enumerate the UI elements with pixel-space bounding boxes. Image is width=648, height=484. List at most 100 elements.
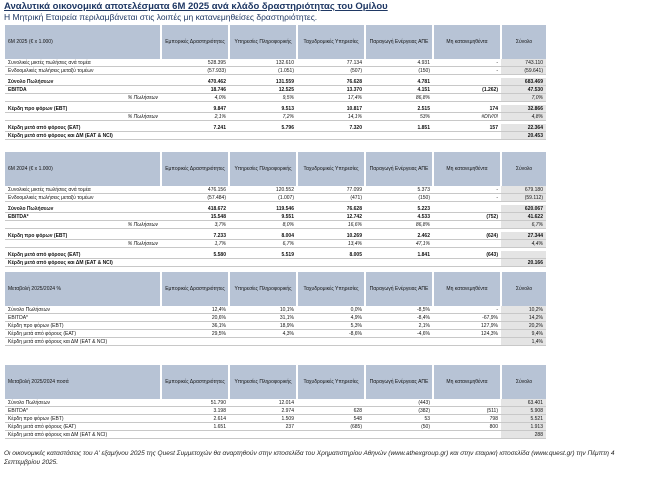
- cell: 10,2%: [501, 306, 546, 314]
- cell: 528.395: [161, 59, 229, 67]
- cell: 679.180: [501, 186, 546, 194]
- cell: 4.533: [365, 212, 433, 221]
- table-caption: Μεταβολή 2025/2024 ποσά: [5, 365, 161, 399]
- cell: 53: [365, 414, 433, 423]
- cell: 5.519: [229, 251, 297, 259]
- row-label: Συνολικές μικτές πωλήσεις ανά τομέα: [5, 59, 161, 67]
- row-label: Κέρδη προ φόρων (EBT): [5, 105, 161, 113]
- cell: 1.851: [365, 124, 433, 132]
- cell: 5.796: [229, 124, 297, 132]
- cell: 31,1%: [229, 313, 297, 322]
- table-row: % Πωλήσεων 3,7% 8,0% 16,6% 86,8% 6,7%: [5, 220, 546, 229]
- header-row: Μεταβολή 2025/2024 ποσά Εμπορικές Δραστηρ…: [5, 365, 546, 399]
- cell: (150): [365, 193, 433, 202]
- cell: (685): [297, 422, 365, 431]
- cell: [365, 131, 433, 140]
- column-header: Ταχυδρομικές Υπηρεσίες: [296, 365, 365, 399]
- cell: [433, 258, 501, 267]
- row-label: % Πωλήσεων: [5, 93, 161, 102]
- header-row: Μεταβολή 2025/2024 % Εμπορικές Δραστηριότ…: [5, 272, 546, 306]
- row-label: Κέρδη μετά από φόρους και ΔΜ (EAT & NCI): [5, 258, 161, 267]
- cell: 628: [297, 406, 365, 415]
- cell: 12.742: [297, 212, 365, 221]
- cell: 53%: [365, 112, 433, 121]
- table-row: Κέρδη προ φόρων (EBT) 7.233 8.004 10.269 2.4…: [5, 232, 546, 240]
- cell: 18,9%: [229, 321, 297, 330]
- cell: 1.913: [501, 422, 546, 431]
- row-label: Κέρδη προ φόρων (EBT): [5, 414, 161, 423]
- cell: [297, 430, 365, 439]
- cell: 4.931: [365, 59, 433, 67]
- cell: (59.641): [501, 66, 546, 75]
- cell: 13,4%: [297, 239, 365, 248]
- cell: [433, 239, 501, 248]
- cell: 10.817: [297, 105, 365, 113]
- cell: 9.847: [161, 105, 229, 113]
- cell: 4,8%: [501, 112, 546, 121]
- row-label: Κέρδη μετά από φόρους (EAT): [5, 251, 161, 259]
- row-label: % Πωλήσεων: [5, 239, 161, 248]
- column-header: Ταχυδρομικές Υπηρεσίες: [296, 25, 365, 59]
- cell: 131.559: [229, 78, 297, 86]
- table-row: EBITDA* 3.198 2.974 628 (382) (511) 5.908: [5, 406, 546, 415]
- column-header: Παραγωγή Ενέργειας ΑΠΕ: [364, 25, 433, 59]
- cell: 7.320: [297, 124, 365, 132]
- cell: 1,7%: [161, 239, 229, 248]
- row-label: Κέρδη προ φόρων (EBT): [5, 232, 161, 240]
- column-header: Εμπορικές Δραστηριότητες: [160, 272, 229, 306]
- cell: 119.546: [229, 205, 297, 213]
- column-header: Υπηρεσίες Πληροφορικής: [228, 365, 297, 399]
- cell: 86,8%: [365, 220, 433, 229]
- cell: 9.551: [229, 212, 297, 221]
- row-label: Κέρδη μετά από φόρους (EAT): [5, 422, 161, 431]
- cell: 8.004: [229, 232, 297, 240]
- cell: 743.110: [501, 59, 546, 67]
- table-row: % Πωλήσεων 4,0% 9,5% 17,4% 86,8% 7,0%: [5, 93, 546, 102]
- data-table: 6Μ 2024 (€ x 1.000) Εμπορικές Δραστηριότη…: [5, 152, 546, 267]
- column-header: Εμπορικές Δραστηριότητες: [160, 365, 229, 399]
- cell: 470.462: [161, 78, 229, 86]
- cell: [229, 430, 297, 439]
- data-table: 6Μ 2025 (€ x 1.000) Εμπορικές Δραστηριότη…: [5, 25, 546, 140]
- cell: 6,7%: [501, 220, 546, 229]
- cell: [297, 337, 365, 346]
- cell: 2.515: [365, 105, 433, 113]
- cell: 237: [229, 422, 297, 431]
- cell: [433, 430, 501, 439]
- cell: 1.841: [365, 251, 433, 259]
- header-row: 6Μ 2025 (€ x 1.000) Εμπορικές Δραστηριότη…: [5, 25, 546, 59]
- cell: 620.067: [501, 205, 546, 213]
- cell: [229, 131, 297, 140]
- table-row: Κέρδη προ φόρων (EBT) 36,1% 18,9% 5,3% 2,1% 1…: [5, 321, 546, 330]
- table-row: Κέρδη προ φόρων (EBT) 9.847 9.513 10.817 2.5…: [5, 105, 546, 113]
- cell: 1.651: [161, 422, 229, 431]
- cell: 20,6%: [161, 313, 229, 322]
- cell: (1.051): [229, 66, 297, 75]
- cell: 0,0%: [297, 306, 365, 314]
- cell: -4,6%: [365, 329, 433, 338]
- cell: (150): [365, 66, 433, 75]
- cell: 2.974: [229, 406, 297, 415]
- cell: 800: [433, 422, 501, 431]
- column-header: Μη κατανεμηθέντα: [432, 25, 501, 59]
- table-row: EBITDA* 15.548 9.551 12.742 4.533 (752) 41.622: [5, 212, 546, 221]
- cell: 36,1%: [161, 321, 229, 330]
- cell: [433, 93, 501, 102]
- cell: (382): [365, 406, 433, 415]
- cell: 127,9%: [433, 321, 501, 330]
- row-label: Ενδοομιλικές πωλήσεις μεταξύ τομέων: [5, 193, 161, 202]
- table-row: Κέρδη μετά από φόρους και ΔΜ (EAT & NCI)…: [5, 430, 546, 439]
- cell: 3.198: [161, 406, 229, 415]
- cell: [161, 131, 229, 140]
- cell: [433, 337, 501, 346]
- cell: [433, 205, 501, 213]
- cell: 10,1%: [229, 306, 297, 314]
- column-header: Ταχυδρομικές Υπηρεσίες: [296, 272, 365, 306]
- row-label: Κέρδη μετά από φόρους και ΔΜ (EAT & NCI): [5, 337, 161, 346]
- row-label: EBITDA*: [5, 212, 161, 221]
- cell: -67,9%: [433, 313, 501, 322]
- cell: 76.628: [297, 78, 365, 86]
- row-label: Ενδοομιλικές πωλήσεις μεταξύ τομέων: [5, 66, 161, 75]
- cell: (443): [365, 399, 433, 407]
- cell: (1.007): [229, 193, 297, 202]
